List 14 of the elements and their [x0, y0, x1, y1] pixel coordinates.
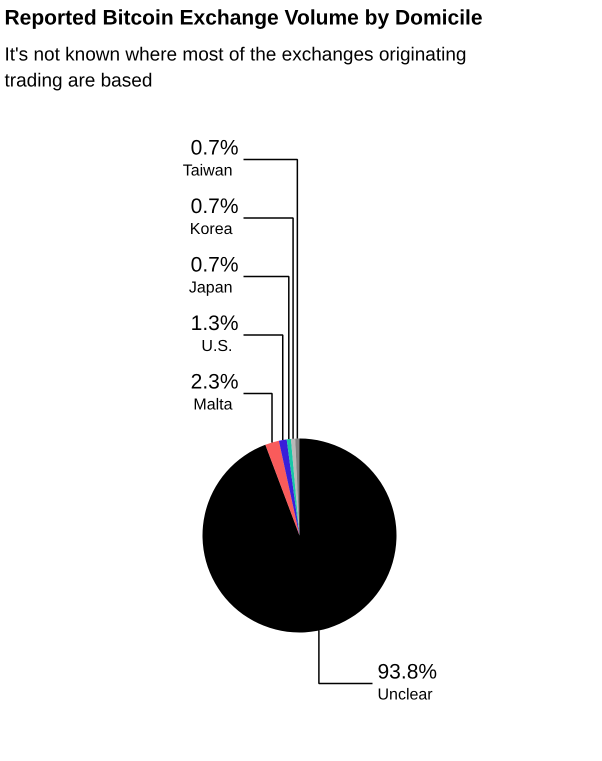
- slice-label: Taiwan: [182, 162, 233, 180]
- data-label: 93.8%: [378, 660, 438, 684]
- data-label: 2.3%: [190, 370, 239, 394]
- chart-subtitle: It's not known where most of the exchanges originating trading are based: [4, 44, 467, 92]
- slice-label: Unclear: [378, 686, 434, 704]
- slice-label: Malta: [193, 396, 233, 414]
- data-label: 0.7%: [190, 195, 239, 218]
- chart-title: Reported Bitcoin Exchange Volume by Domicile: [4, 6, 483, 30]
- slice-label: Japan: [188, 280, 232, 296]
- slice-label: U.S.: [201, 338, 233, 355]
- slice-label: Korea: [190, 221, 233, 238]
- data-label: 0.7%: [190, 136, 239, 160]
- data-label: 0.7%: [190, 254, 239, 276]
- data-label: 1.3%: [190, 312, 239, 335]
